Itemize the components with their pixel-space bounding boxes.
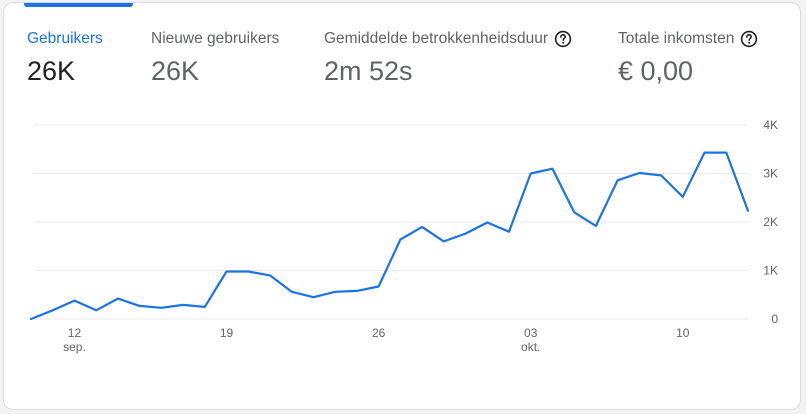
- metric-label: Totale inkomsten: [618, 30, 758, 48]
- metric-value: 26K: [151, 56, 200, 86]
- metric-label-text: Totale inkomsten: [618, 30, 735, 47]
- metric-tab-users[interactable]: Gebruikers 26K: [27, 30, 103, 87]
- metric-label-text: Nieuwe gebruikers: [151, 30, 280, 47]
- x-tick-label: 03: [524, 326, 538, 340]
- y-tick-label: 3K: [763, 167, 778, 181]
- metric-tab-total-revenue[interactable]: Totale inkomsten € 0,00: [618, 30, 758, 87]
- metric-value: 2m 52s: [324, 56, 413, 86]
- help-icon[interactable]: [740, 30, 758, 48]
- metric-value: € 0,00: [618, 56, 694, 86]
- x-tick-label: 26: [372, 326, 386, 340]
- series-line: [29, 151, 750, 321]
- metric-label-text: Gemiddelde betrokkenheidsduur: [324, 30, 549, 47]
- metric-value: 26K: [27, 56, 76, 86]
- y-tick-label: 1K: [763, 264, 778, 278]
- metric-label: Gebruikers: [27, 30, 103, 48]
- metric-label-text: Gebruikers: [27, 30, 103, 47]
- x-tick-sublabel: sep.: [63, 340, 86, 354]
- y-tick-label: 2K: [763, 215, 778, 229]
- help-icon[interactable]: [554, 30, 572, 48]
- x-tick-label: 12: [68, 326, 82, 340]
- x-tick-label: 19: [220, 326, 234, 340]
- analytics-card: Gebruikers 26K Nieuwe gebruikers 26K Gem…: [3, 2, 801, 410]
- metric-tab-new-users[interactable]: Nieuwe gebruikers 26K: [151, 30, 279, 87]
- y-tick-label: 0: [771, 312, 778, 326]
- metric-label: Nieuwe gebruikers: [151, 30, 279, 48]
- active-tab-indicator: [24, 3, 133, 7]
- x-tick-sublabel: okt.: [521, 340, 540, 354]
- y-tick-label: 4K: [763, 118, 778, 132]
- metric-tab-engagement-duration[interactable]: Gemiddelde betrokkenheidsduur 2m 52s: [324, 30, 572, 87]
- metric-label: Gemiddelde betrokkenheidsduur: [324, 30, 572, 48]
- x-tick-label: 10: [676, 326, 690, 340]
